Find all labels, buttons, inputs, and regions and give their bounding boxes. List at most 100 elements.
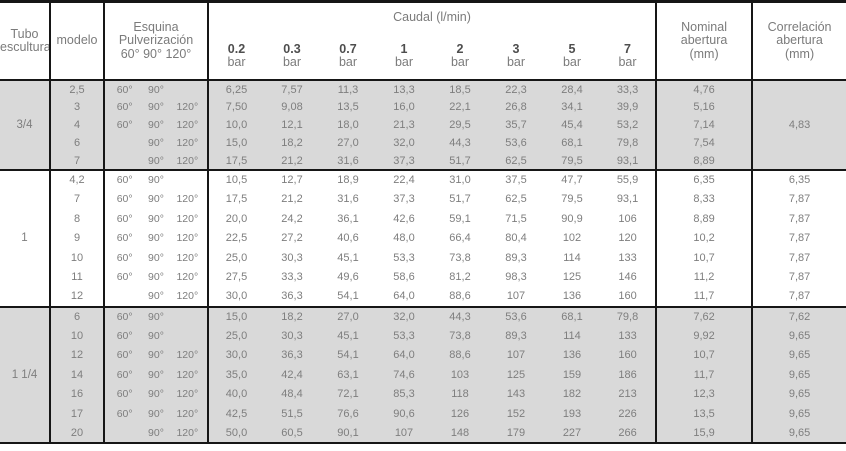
cell-caudal-0.7bar: 49,6	[320, 267, 376, 287]
angle-90: 90°	[148, 119, 164, 131]
angle-90: 90°	[148, 83, 164, 96]
cell-modelo: 12	[49, 287, 105, 307]
table-row: 7 60° 90° 120° 17,5 21,2 31,6 37,3 51,7 62,5 79,5 9…	[0, 189, 846, 209]
pressure-unit: bar	[450, 55, 470, 69]
angle-90: 90°	[148, 101, 164, 113]
angle-90: 90°	[148, 193, 164, 206]
angle-slots: 60° 90° 120°	[105, 251, 206, 264]
pressure-unit: bar	[618, 55, 637, 69]
cell-caudal-3bar: 98,3	[488, 267, 544, 287]
table-row: 3/4 2,5 60° 90° 6,25 7,57 11,3 13,3 18,5 22,3 28,4…	[0, 79, 846, 170]
angle-90: 90°	[148, 271, 164, 284]
cell-caudal-5bar: 47,7	[544, 169, 600, 190]
cell-modelo: 16	[49, 384, 105, 404]
cell-caudal-5bar: 102	[544, 228, 600, 248]
cell-caudal-0.7bar: 27,0	[320, 305, 376, 326]
cell-caudal-0.7bar: 54,1	[320, 287, 376, 307]
cell-caudal-0.3bar: 18,2	[264, 305, 320, 326]
pressure-value: 0.7	[339, 41, 357, 56]
pressure-unit: bar	[562, 55, 582, 69]
cell-modelo: 10	[49, 326, 105, 346]
angle-60: 60°	[116, 119, 133, 131]
cell-caudal-5bar: 193	[544, 404, 600, 424]
cell-esquina: 60° 90°	[104, 305, 209, 326]
col-header-nominal-line1: Nominal	[681, 19, 727, 34]
angle-90: 90°	[148, 426, 164, 439]
cell-caudal-0.3bar: 36,3	[264, 287, 320, 307]
cell-caudal-1bar: 64,0	[376, 345, 432, 365]
cell-modelo: 14	[49, 365, 105, 385]
cell-nominal: 8,89	[655, 209, 754, 229]
cell-caudal-3bar: 143	[488, 384, 544, 404]
cell-nominal: 11,7	[655, 287, 754, 307]
cell-caudal-0.3bar: 9,08	[264, 98, 320, 116]
cell-caudal-3bar: 107	[488, 345, 544, 365]
col-header-nominal: Nominal abertura (mm)	[655, 1, 754, 80]
cell-caudal-1bar: 107	[376, 423, 432, 443]
cell-caudal-3bar: 179	[488, 423, 544, 443]
cell-caudal-1bar: 42,6	[376, 209, 432, 229]
cell-nominal: 4,76	[655, 79, 754, 98]
table-row: 10 60° 90° 120° 25,0 30,3 45,1 53,3 73,8 89,3 114 1…	[0, 248, 846, 268]
cell-correlacion: 6,35	[752, 169, 846, 190]
cell-caudal-1bar: 13,3	[376, 79, 432, 98]
pressure-header-0.2: 0.2 bar	[208, 33, 264, 80]
cell-nominal: 6,35	[655, 169, 754, 190]
cell-caudal-2bar: 22,1	[432, 98, 488, 116]
col-header-modelo: modelo	[49, 1, 105, 80]
cell-caudal-2bar: 148	[432, 423, 488, 443]
cell-caudal-0.2bar: 22,5	[208, 228, 264, 248]
cell-caudal-0.3bar: 51,5	[264, 404, 320, 424]
pressure-value: 7	[624, 41, 631, 56]
cell-caudal-5bar: 114	[544, 248, 600, 268]
cell-caudal-3bar: 125	[488, 365, 544, 385]
cell-modelo: 10	[49, 248, 105, 268]
cell-caudal-0.2bar: 17,5	[208, 152, 264, 170]
angle-60: 60°	[116, 193, 133, 206]
angle-90: 90°	[148, 232, 164, 245]
cell-caudal-0.7bar: 31,6	[320, 189, 376, 209]
cell-caudal-7bar: 33,3	[600, 79, 657, 98]
angle-90: 90°	[148, 349, 164, 362]
angle-slots: 60° 90° 120°	[105, 388, 206, 400]
cell-caudal-3bar: 37,5	[488, 169, 544, 190]
cell-caudal-3bar: 62,5	[488, 152, 544, 170]
angle-60: 60°	[116, 349, 133, 362]
cell-caudal-5bar: 79,5	[544, 189, 600, 209]
cell-esquina: 90° 120°	[104, 287, 209, 307]
angle-slots: 60° 90° 120°	[105, 271, 206, 284]
cell-caudal-0.3bar: 42,4	[264, 365, 320, 385]
cell-caudal-0.2bar: 27,5	[208, 267, 264, 287]
cell-caudal-0.7bar: 36,1	[320, 209, 376, 229]
cell-caudal-7bar: 226	[600, 404, 657, 424]
cell-nominal: 15,9	[655, 423, 754, 443]
cell-correlacion: 9,65	[752, 423, 846, 443]
angle-90: 90°	[148, 329, 164, 342]
cell-caudal-0.3bar: 33,3	[264, 267, 320, 287]
cell-nominal: 10,2	[655, 228, 754, 248]
table-row: 16 60° 90° 120° 40,0 48,4 72,1 85,3 118 143 182 213…	[0, 384, 846, 404]
angle-slots: 90° 120°	[105, 290, 206, 302]
angle-120: 120°	[176, 119, 199, 131]
cell-caudal-0.2bar: 30,0	[208, 345, 264, 365]
angle-120: 120°	[176, 349, 199, 362]
cell-esquina: 60° 90° 120°	[104, 365, 209, 385]
header-row-pressures: 0.2 bar 0.3 bar 0.7 bar 1 bar 2 bar 3 bar 5 bar 7 bar	[0, 33, 846, 80]
col-header-tubo-line2: escultura	[0, 40, 50, 54]
cell-tubo: 1 1/4	[0, 305, 50, 443]
cell-correlacion: 9,65	[752, 326, 846, 346]
cell-esquina: 60° 90°	[104, 79, 209, 98]
cell-caudal-0.3bar: 48,4	[264, 384, 320, 404]
angle-90: 90°	[148, 251, 164, 264]
cell-caudal-2bar: 18,5	[432, 79, 488, 98]
cell-caudal-0.2bar: 17,5	[208, 189, 264, 209]
angle-120: 120°	[176, 368, 199, 381]
col-header-nominal-line2: abertura	[680, 33, 728, 48]
cell-caudal-1bar: 85,3	[376, 384, 432, 404]
cell-esquina: 60° 90° 120°	[104, 345, 209, 365]
cell-modelo: 8	[49, 209, 105, 229]
cell-modelo: 4	[49, 116, 105, 134]
angle-slots: 60° 90° 120°	[105, 213, 206, 225]
angle-90: 90°	[148, 154, 164, 167]
col-header-caudal: Caudal (l/min)	[208, 1, 657, 33]
